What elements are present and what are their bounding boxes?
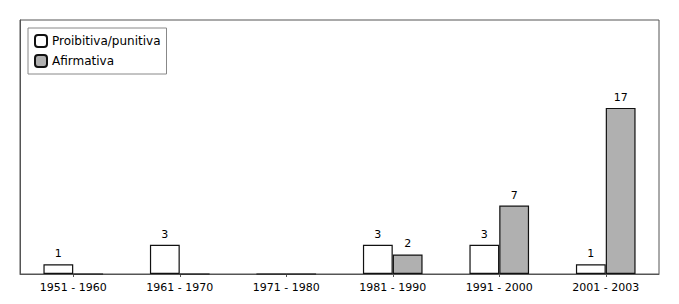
- svg-text:3: 3: [161, 228, 168, 241]
- svg-text:3: 3: [374, 228, 381, 241]
- svg-text:1981 - 1990: 1981 - 1990: [359, 281, 426, 294]
- svg-text:1: 1: [587, 247, 594, 260]
- svg-text:1991 - 2000: 1991 - 2000: [466, 281, 533, 294]
- svg-text:7: 7: [511, 189, 518, 202]
- svg-text:3: 3: [481, 228, 488, 241]
- svg-text:2: 2: [404, 237, 411, 250]
- svg-text:1961 - 1970: 1961 - 1970: [146, 281, 213, 294]
- svg-text:Afirmativa: Afirmativa: [52, 54, 114, 68]
- svg-text:1: 1: [55, 247, 62, 260]
- svg-text:Proibitiva/punitiva: Proibitiva/punitiva: [52, 34, 161, 48]
- svg-text:1951 - 1960: 1951 - 1960: [40, 281, 107, 294]
- svg-text:2001 - 2003: 2001 - 2003: [572, 281, 639, 294]
- svg-text:17: 17: [614, 91, 628, 104]
- svg-text:1971 - 1980: 1971 - 1980: [253, 281, 320, 294]
